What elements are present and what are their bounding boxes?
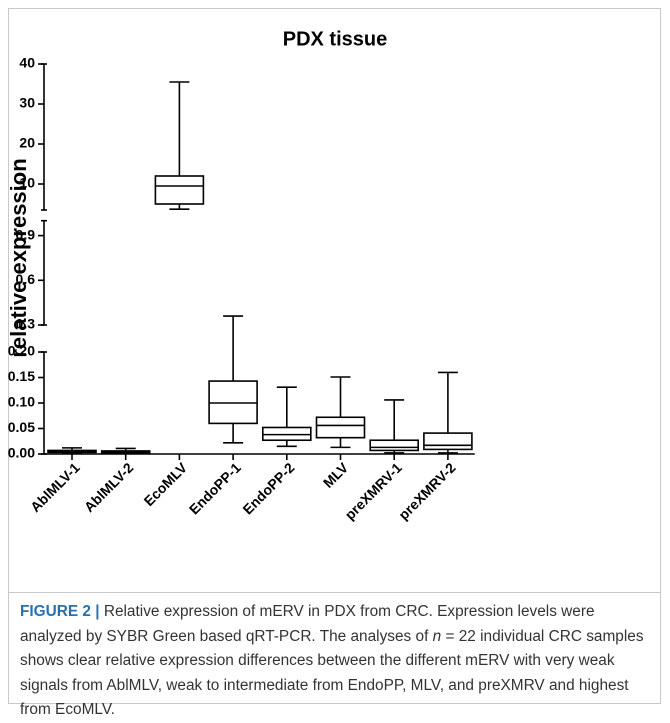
y-tick-label: 40	[19, 55, 35, 71]
box	[154, 175, 205, 205]
y-tick-label: 30	[19, 95, 35, 111]
x-tick-label: EcoMLV	[140, 459, 190, 509]
x-tick-label: MLV	[320, 459, 352, 491]
caption-text: n	[432, 627, 442, 645]
y-tick-label: 0.10	[8, 394, 35, 410]
y-axis-label: relative expression	[6, 158, 31, 357]
box	[315, 416, 366, 439]
box	[369, 439, 420, 452]
box	[423, 432, 473, 451]
x-tick-label: preXMRV-2	[395, 459, 459, 523]
y-tick-label: 20	[19, 135, 35, 151]
x-tick-label: AblMLV-1	[27, 459, 83, 515]
caption: FIGURE 2 | Relative expression of mERV i…	[20, 600, 656, 723]
y-tick-label: 0.9	[16, 226, 36, 242]
y-tick-label: 0.3	[16, 316, 36, 332]
x-tick-label: preXMRV-1	[342, 459, 406, 523]
x-tick-label: AblMLV-2	[81, 459, 137, 515]
figure-frame	[8, 8, 661, 704]
x-tick-label: EndoPP-1	[186, 459, 244, 517]
x-tick-label: EndoPP-2	[239, 459, 297, 517]
y-tick-label: 10	[19, 175, 35, 191]
y-tick-label: 0.20	[8, 343, 35, 359]
y-tick-label: 0.00	[8, 445, 35, 461]
chart: PDX tissue relative expression 10 20 30 40 0…	[6, 28, 475, 523]
caption-label: FIGURE 2 |	[20, 603, 100, 620]
y-tick-label: 0.05	[8, 419, 35, 435]
chart-title: PDX tissue	[283, 28, 387, 50]
y-tick-label: 0.6	[16, 271, 36, 287]
y-tick-label: 0.15	[8, 368, 35, 384]
caption-text: Relative expression of mERV in PDX from …	[20, 603, 595, 645]
separator	[8, 592, 661, 593]
